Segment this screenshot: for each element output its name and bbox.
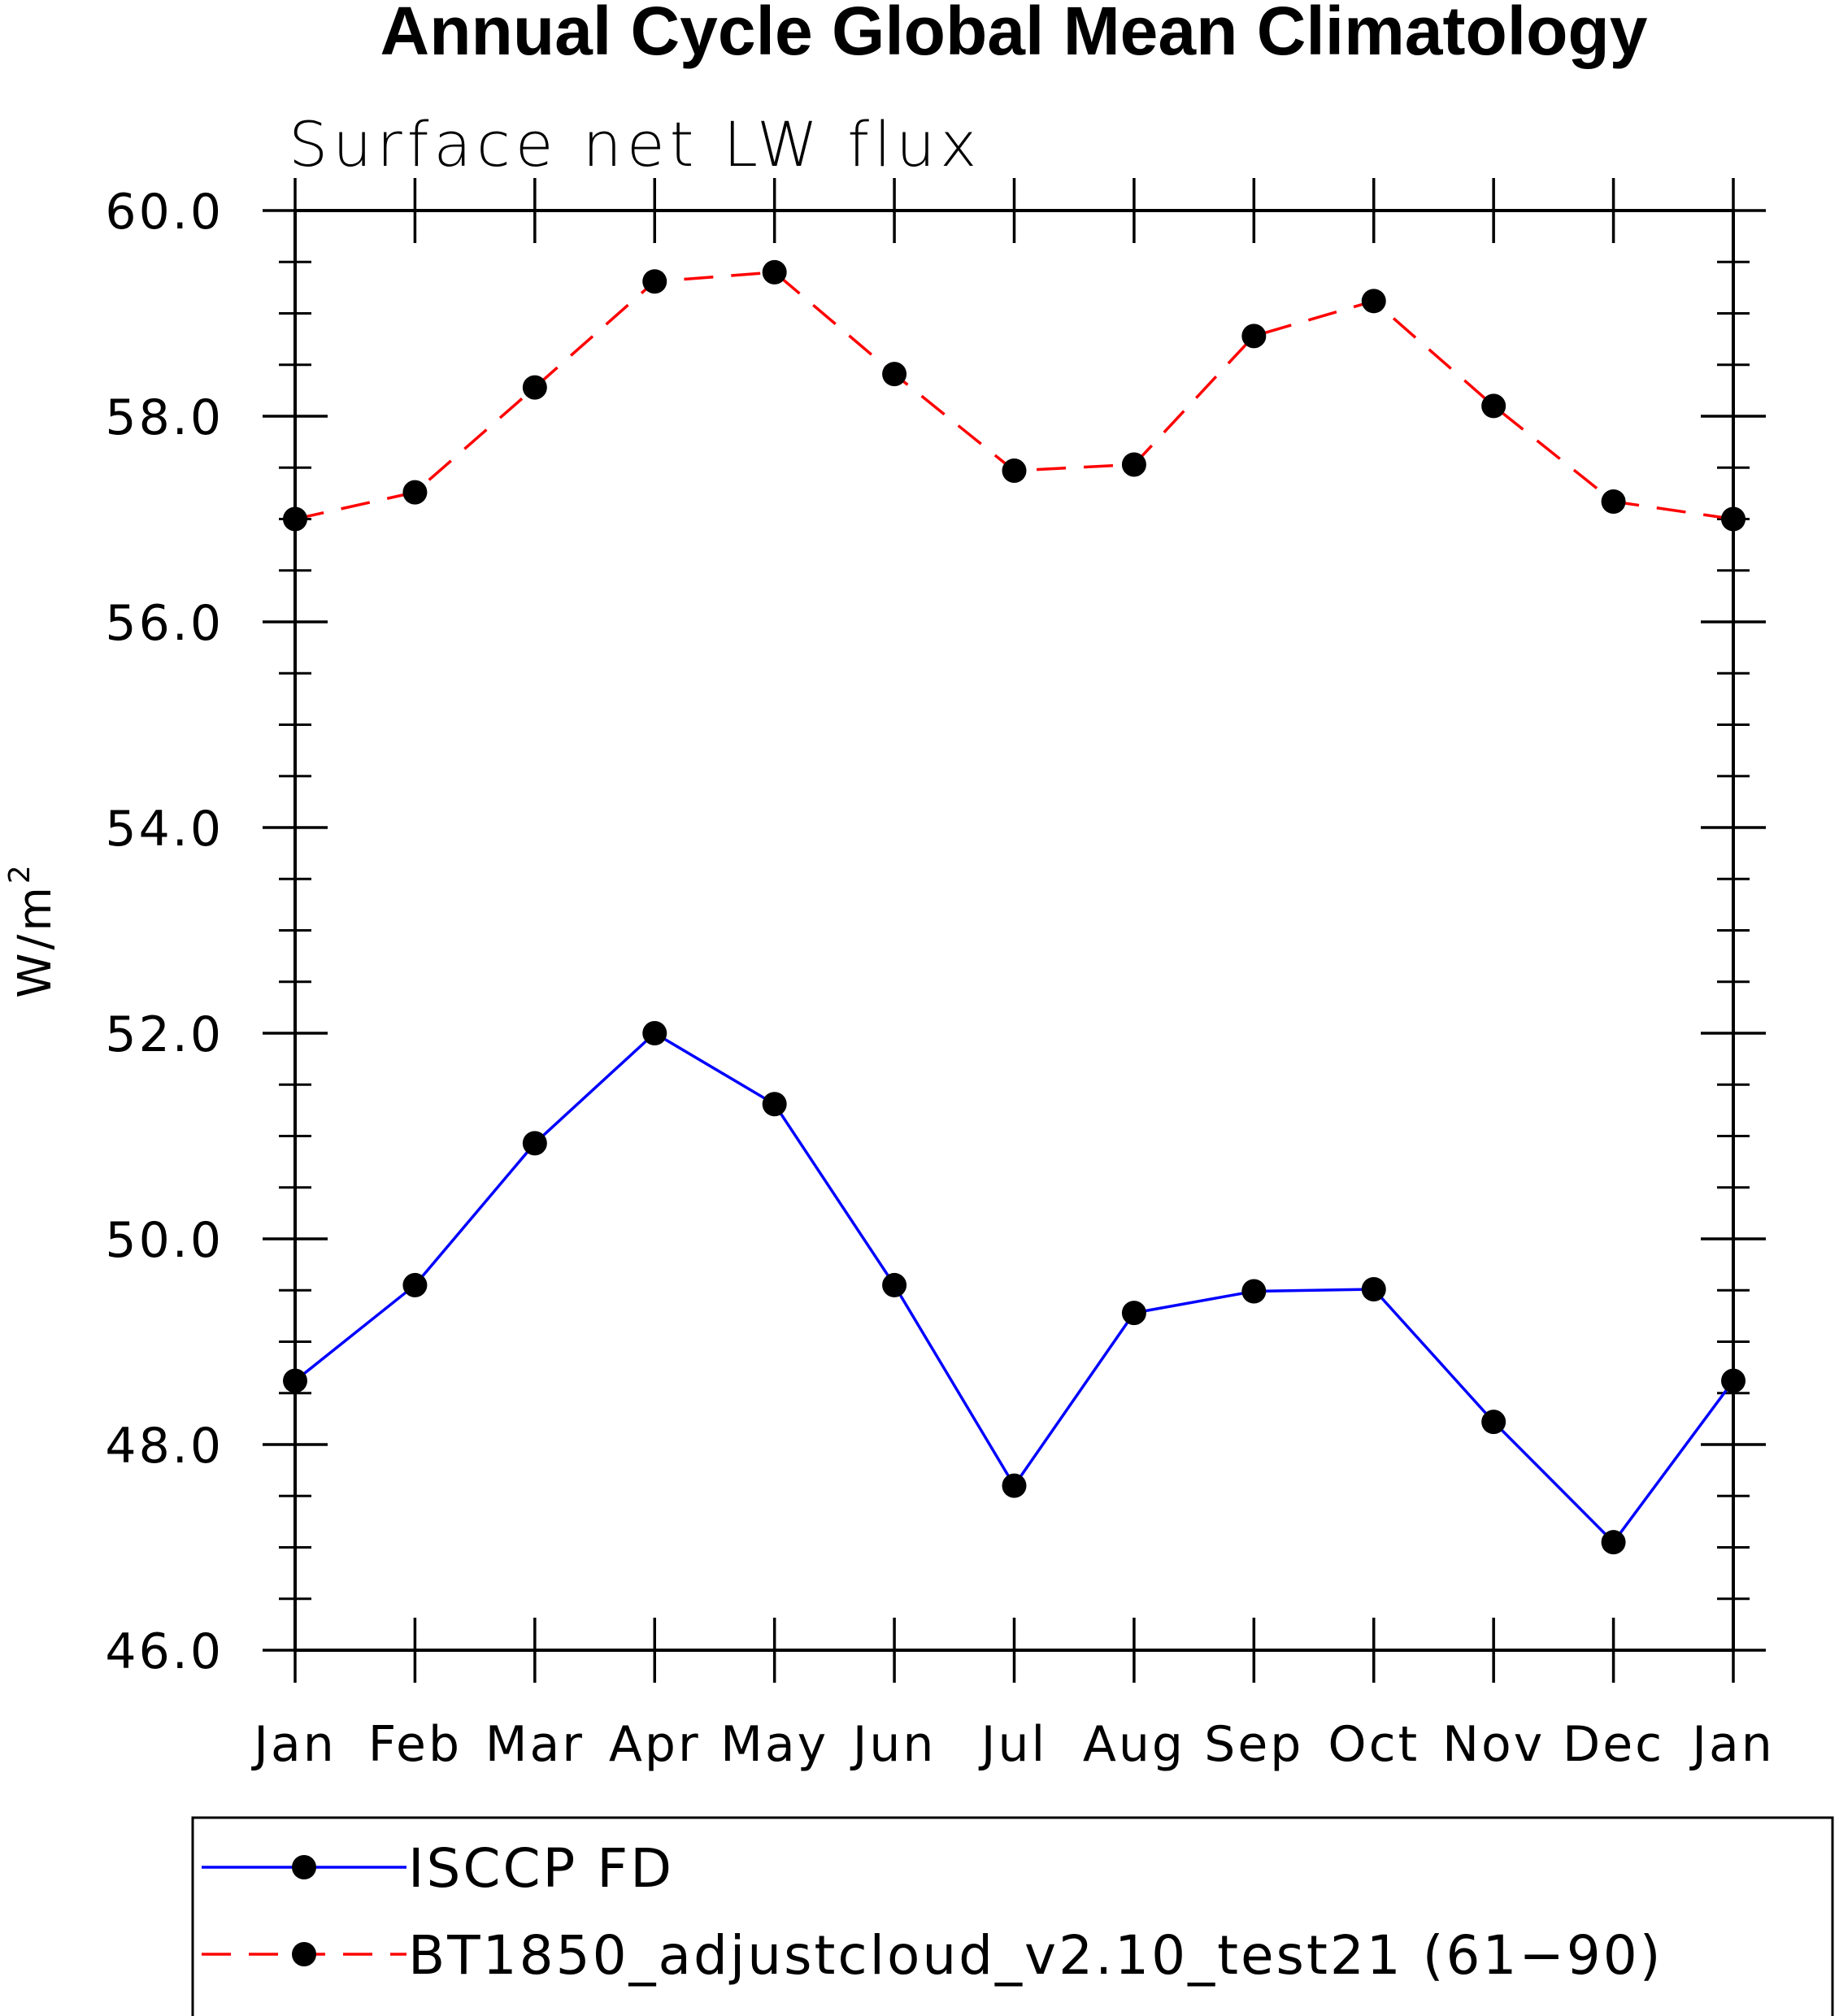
y-axis-label-text: W/m [9, 884, 62, 998]
x-tick-label: Feb [368, 1716, 462, 1773]
data-point [1721, 506, 1746, 532]
y-tick-labels: 46.0 48.0 50.0 52.0 54.0 56.0 58.0 60.0 [105, 184, 224, 1680]
series-1 [283, 1021, 1746, 1555]
x-tick-label: Jul [978, 1716, 1047, 1773]
x-tick-label: Mar [485, 1716, 585, 1773]
data-point [1481, 393, 1506, 419]
data-point [762, 1092, 787, 1117]
y-tick-label: 46.0 [105, 1623, 224, 1680]
legend-entry: BT1850_adjustcloud_v2.10_test21 (61−90) [202, 1924, 1663, 1987]
chart-subtitle: Surface net LW flux [289, 108, 981, 180]
data-point [1241, 324, 1267, 349]
data-point [1361, 289, 1386, 314]
data-point [1121, 452, 1146, 477]
x-tick-label: Jan [1689, 1716, 1775, 1773]
data-point [882, 1272, 907, 1297]
legend-label: BT1850_adjustcloud_v2.10_test21 (61−90) [408, 1924, 1663, 1987]
data-point [1121, 1301, 1146, 1326]
data-point [762, 259, 787, 285]
legend: ISCCP FD BT1850_adjustcloud_v2.10_test21 … [191, 1816, 1834, 2016]
data-point [283, 506, 307, 532]
data-point [882, 362, 907, 387]
x-tick-labels: Jan Feb Mar Apr May Jun Jul Aug Sep Oct Nov Dec Jan [250, 1716, 1775, 1773]
y-tick-label: 52.0 [105, 1006, 224, 1063]
data-point [1002, 458, 1027, 484]
data-point [642, 269, 667, 294]
data-point [1361, 1276, 1386, 1301]
y-tick-label: 54.0 [105, 801, 224, 858]
data-point [402, 480, 428, 505]
x-tick-label: Apr [609, 1716, 701, 1773]
x-ticks [293, 178, 1735, 1683]
series-2 [283, 259, 1746, 532]
data-point [522, 1131, 547, 1156]
x-tick-label: Sep [1204, 1716, 1303, 1773]
x-tick-label: Jan [250, 1716, 337, 1773]
data-point [522, 375, 547, 400]
x-tick-label: Oct [1328, 1716, 1419, 1773]
y-axis-label: W/m2 [3, 862, 62, 998]
data-point [1241, 1279, 1267, 1304]
data-point [1721, 1368, 1746, 1393]
data-point [1601, 489, 1626, 514]
legend-entry: ISCCP FD [202, 1837, 674, 1900]
x-tick-label: Jun [850, 1716, 937, 1773]
legend-entries: ISCCP FD BT1850_adjustcloud_v2.10_test21 … [202, 1837, 1663, 1987]
y-axis-label-superscript: 2 [3, 862, 37, 884]
y-tick-label: 48.0 [105, 1418, 224, 1475]
data-point [402, 1272, 428, 1297]
legend-marker [292, 1855, 316, 1879]
major-ticks [263, 209, 1766, 1652]
y-tick-label: 58.0 [105, 389, 224, 446]
chart-title: Annual Cycle Global Mean Climatology [380, 0, 1648, 69]
legend-box [191, 1816, 1834, 2016]
series-layer [283, 259, 1746, 1555]
x-tick-label: May [720, 1716, 828, 1773]
y-tick-label: 60.0 [105, 184, 224, 241]
plot-frame [293, 209, 1735, 1652]
data-point [283, 1368, 307, 1393]
legend-label: ISCCP FD [408, 1837, 674, 1900]
y-tick-label: 50.0 [105, 1212, 224, 1269]
data-point [1601, 1530, 1626, 1555]
series-line [293, 1031, 1735, 1545]
legend-marker [292, 1942, 316, 1966]
x-tick-label: Dec [1563, 1716, 1664, 1773]
data-point [1002, 1473, 1027, 1498]
data-point [642, 1021, 667, 1045]
x-tick-label: Aug [1083, 1716, 1185, 1773]
data-point [1481, 1410, 1506, 1435]
x-tick-label: Nov [1442, 1716, 1545, 1773]
y-tick-label: 56.0 [105, 595, 224, 652]
